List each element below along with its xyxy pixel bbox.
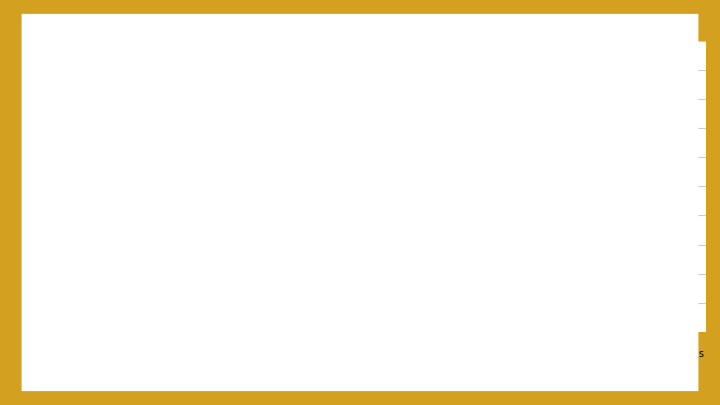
Bar: [66, 139, 102, 332]
Bar: [194, 96, 230, 332]
Text: 8.10: 8.10: [202, 85, 222, 94]
Text: 6.40: 6.40: [463, 135, 483, 144]
Title: Change in Student Self-Ratings: Change in Student Self-Ratings: [407, 18, 688, 36]
Text: 6.87: 6.87: [260, 122, 279, 130]
Text: 6.63: 6.63: [73, 128, 94, 137]
Text: 8.93: 8.93: [588, 61, 608, 70]
Bar: [648, 152, 672, 332]
Text: 7.93: 7.93: [549, 90, 569, 99]
Bar: [585, 72, 609, 332]
Text: 9.18: 9.18: [611, 54, 631, 63]
Bar: [252, 132, 287, 332]
Bar: [672, 202, 695, 332]
Text: 6.53: 6.53: [401, 131, 421, 140]
Bar: [485, 101, 509, 332]
Legend: Time 1, Time 2: Time 1, Time 2: [132, 390, 257, 405]
Text: 8.23: 8.23: [295, 82, 315, 91]
Title: Change in PE Ratings: Change in PE Ratings: [98, 18, 291, 36]
Bar: [102, 102, 137, 332]
Text: 6.47: 6.47: [526, 133, 545, 142]
Text: 7.87: 7.87: [109, 92, 129, 101]
Bar: [400, 142, 423, 332]
Text: 6.17: 6.17: [649, 142, 670, 151]
Bar: [159, 111, 194, 332]
Bar: [287, 92, 323, 332]
Bar: [462, 145, 485, 332]
Legend: Time 1, Time 2: Time 1, Time 2: [485, 390, 610, 405]
Text: 7.60: 7.60: [167, 100, 186, 109]
Text: 7.93: 7.93: [487, 90, 507, 99]
Text: 4.44: 4.44: [673, 192, 693, 201]
Bar: [423, 114, 446, 332]
Bar: [609, 64, 633, 332]
Text: 7.48: 7.48: [425, 104, 445, 113]
Bar: [547, 101, 571, 332]
Bar: [523, 143, 547, 332]
